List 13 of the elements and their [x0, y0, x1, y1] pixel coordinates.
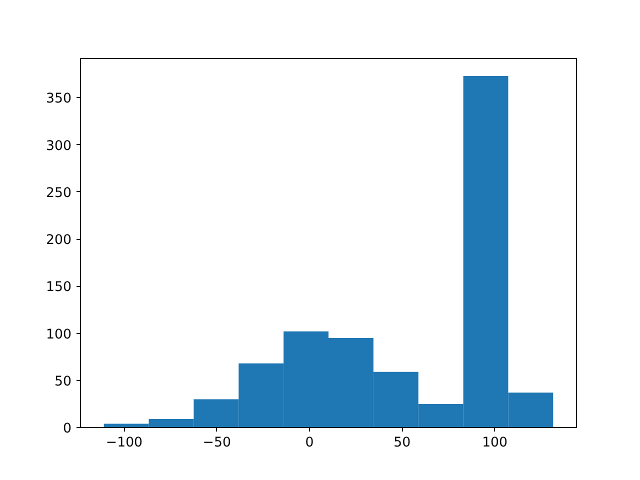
x-tick-label: 0 — [305, 436, 314, 450]
x-tick-label: 50 — [394, 436, 411, 450]
x-tick-label: 100 — [482, 436, 508, 450]
y-tick-label: 300 — [46, 138, 72, 154]
y-tick-label: 50 — [54, 374, 72, 390]
x-tick-label: −100 — [106, 436, 143, 450]
y-tick-label: 350 — [46, 92, 72, 107]
y-tick-label: 250 — [46, 186, 72, 201]
y-tick-label: 200 — [46, 233, 72, 248]
y-tick-label: 0 — [63, 422, 72, 436]
x-tick-label: −50 — [202, 436, 231, 450]
y-tick-label: 150 — [46, 280, 72, 296]
y-tick-label: 100 — [46, 327, 72, 342]
